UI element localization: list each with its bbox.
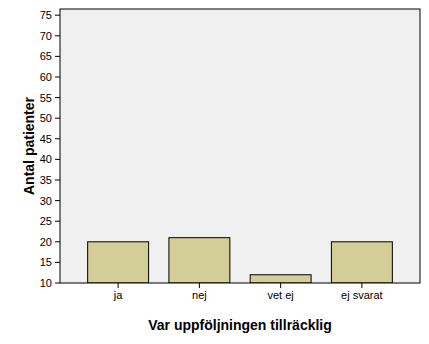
y-tick-label: 75 [40,9,52,21]
x-tick [280,283,281,288]
y-tick-label: 10 [40,277,52,289]
y-tick [55,118,60,119]
x-tick-label: ej svarat [341,289,383,301]
x-tick-label: vet ej [267,289,293,301]
bar [331,242,392,283]
x-tick [361,283,362,288]
y-tick-label: 45 [40,133,52,145]
y-tick-label: 25 [40,215,52,227]
x-axis-label: Var uppföljningen tillräcklig [148,317,332,333]
y-tick [55,159,60,160]
y-tick-label: 55 [40,92,52,104]
y-axis-label: Antal patienter [21,96,37,195]
y-tick [55,283,60,284]
y-tick [55,221,60,222]
y-tick-label: 35 [40,174,52,186]
bar [250,275,311,283]
bars [88,238,393,283]
y-tick [55,76,60,77]
x-tick [118,283,119,288]
y-tick-label: 30 [40,195,52,207]
y-tick [55,179,60,180]
x-tick-label: ja [113,289,123,301]
bar [169,238,230,283]
x-tick-label: nej [192,289,207,301]
y-tick-label: 70 [40,30,52,42]
x-tick [199,283,200,288]
y-tick-label: 60 [40,71,52,83]
y-tick [55,200,60,201]
y-tick [55,97,60,98]
y-tick-label: 20 [40,236,52,248]
y-tick [55,15,60,16]
y-tick-label: 40 [40,153,52,165]
y-tick [55,35,60,36]
chart-svg: 10 15 20 25 30 35 40 45 50 55 60 65 70 75 ja nej vet ej e… [0,0,429,344]
y-tick-label: 50 [40,112,52,124]
y-tick-label: 65 [40,50,52,62]
plot-background [60,9,420,283]
y-tick [55,138,60,139]
y-tick-label: 15 [40,256,52,268]
bar [88,242,149,283]
chart-container: 10 15 20 25 30 35 40 45 50 55 60 65 70 75 ja nej vet ej e… [0,0,429,344]
y-tick [55,262,60,263]
y-tick [55,56,60,57]
plot-frame [60,9,420,283]
y-tick [55,241,60,242]
